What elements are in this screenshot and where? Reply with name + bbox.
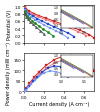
X-axis label: Current density (A cm⁻²): Current density (A cm⁻²) [29,102,90,107]
Y-axis label: Power density (mW cm⁻²): Power density (mW cm⁻²) [6,42,11,104]
Y-axis label: Potential (V): Potential (V) [7,9,12,39]
